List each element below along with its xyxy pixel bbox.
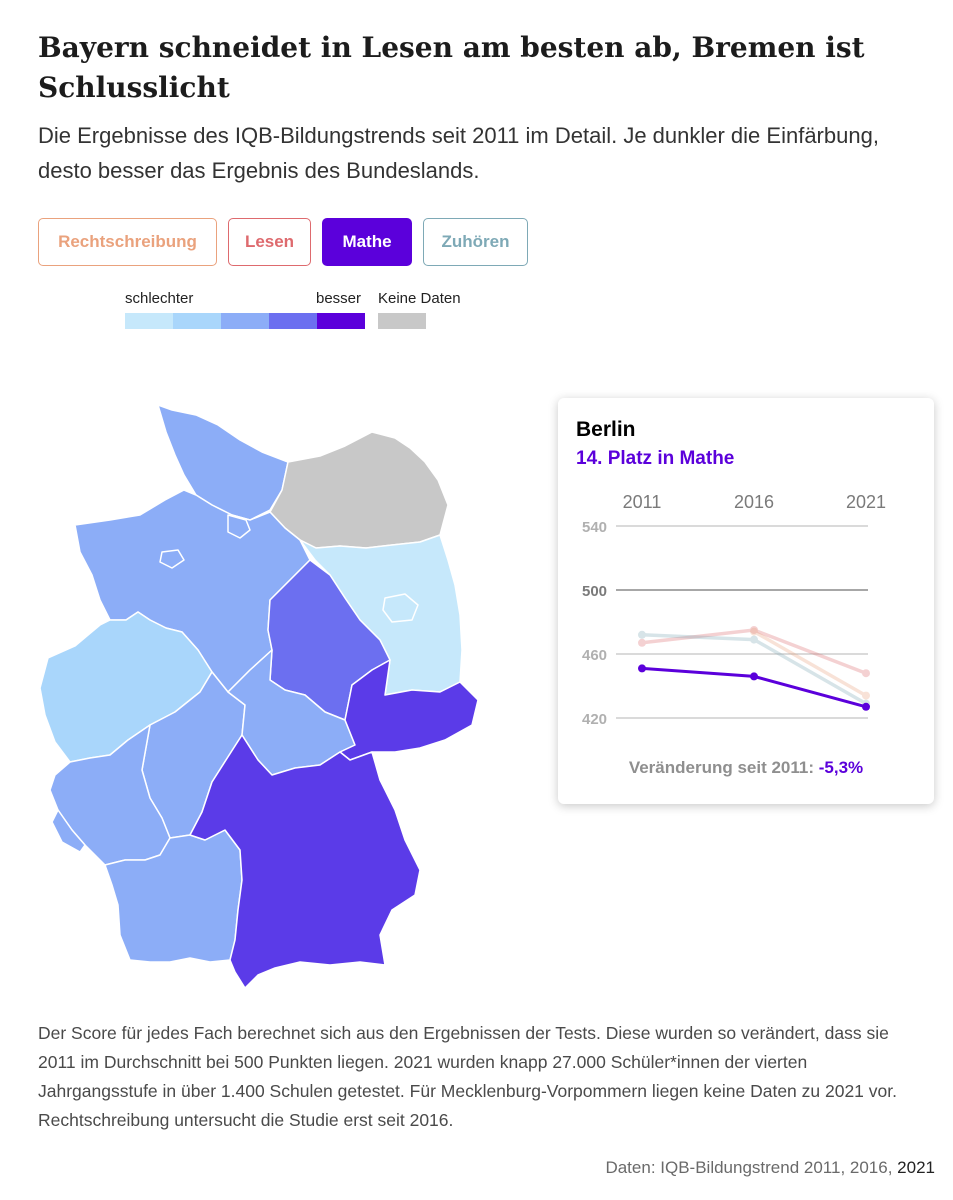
state-hamburg[interactable]: [227, 514, 251, 539]
state-mecklenburg-vorpommern[interactable]: [269, 431, 449, 549]
state-saarland[interactable]: [51, 809, 86, 853]
series-point: [862, 702, 870, 711]
legend-swatch-5: [317, 313, 365, 329]
tab-zuhoeren[interactable]: Zuhören: [423, 218, 528, 266]
source-note: Daten: IQB-Bildungstrend 2011, 2016, 202…: [605, 1158, 935, 1178]
state-bremen[interactable]: [159, 549, 185, 569]
series-point: [862, 669, 870, 678]
y-tick-label: 500: [582, 583, 607, 600]
legend-color-scale: [125, 313, 365, 329]
legend-nodata-swatch: [378, 313, 426, 329]
tab-lesen[interactable]: Lesen: [228, 218, 311, 266]
series-mathe: [638, 664, 870, 711]
state-berlin[interactable]: [382, 593, 419, 623]
state-detail-card: Berlin 14. Platz in Mathe 2011 2016 2021 54…: [558, 398, 934, 804]
series-point: [638, 630, 646, 639]
x-tick-label: 2011: [623, 492, 662, 512]
legend-swatch-3: [221, 313, 269, 329]
series-zuhören: [638, 630, 870, 708]
y-tick-label: 460: [582, 647, 607, 664]
legend-worse-label: schlechter: [125, 290, 194, 307]
card-change-label: Veränderung seit 2011:: [628, 758, 815, 777]
series-point: [638, 638, 646, 647]
series-line: [641, 628, 867, 675]
series-point: [862, 691, 870, 700]
trend-line-chart: 2011 2016 2021 540 500 460 420: [582, 492, 886, 728]
series-point: [638, 664, 646, 673]
page-subtitle: Die Ergebnisse des IQB-Bildungstrends se…: [38, 123, 879, 183]
x-tick-label: 2021: [846, 492, 886, 512]
state-bayern[interactable]: [189, 734, 421, 989]
tab-rechtschreibung[interactable]: Rechtschreibung: [38, 218, 217, 266]
series-line: [641, 633, 867, 706]
card-change: Veränderung seit 2011: -5,3%: [558, 758, 934, 778]
series-lesen: [638, 626, 870, 678]
card-state-name: Berlin: [576, 418, 636, 441]
tab-mathe[interactable]: Mathe: [322, 218, 412, 266]
legend-swatch-4: [269, 313, 317, 329]
series-point: [750, 626, 758, 634]
source-prefix: Daten: IQB-Bildungstrend 2011, 2016,: [605, 1158, 898, 1177]
series-line: [753, 630, 867, 698]
series-rechtschreibung: [750, 627, 870, 700]
subject-tabs: Rechtschreibung Lesen Mathe Zuhören: [38, 218, 528, 266]
card-rank: 14. Platz in Mathe: [576, 448, 735, 469]
series-point: [750, 627, 758, 636]
source-year: 2021: [897, 1158, 935, 1177]
legend-swatch-2: [173, 313, 221, 329]
germany-map: [39, 404, 479, 989]
legend-swatch-1: [125, 313, 173, 329]
page-title: Bayern schneidet in Lesen am besten ab, …: [38, 31, 865, 104]
state-schleswig-holstein[interactable]: [157, 404, 289, 521]
card-change-value: -5,3%: [818, 758, 864, 777]
legend-better-label: besser: [316, 290, 362, 307]
legend-nodata-label: Keine Daten: [378, 290, 461, 307]
footnote: Der Score für jedes Fach berechnet sich …: [38, 1023, 897, 1130]
series-point: [750, 635, 758, 644]
y-tick-label: 420: [582, 711, 607, 728]
y-tick-label: 540: [582, 519, 607, 536]
series-point: [750, 672, 758, 681]
x-tick-label: 2016: [734, 492, 774, 512]
